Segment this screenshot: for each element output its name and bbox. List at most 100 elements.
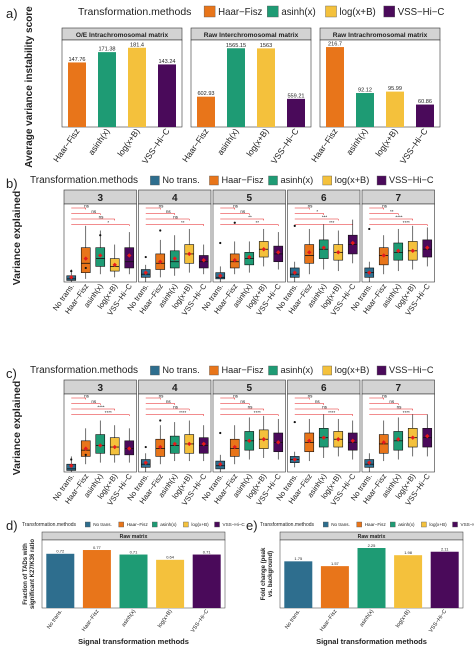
mean-marker (83, 256, 88, 261)
sig-label: ns (322, 404, 328, 409)
facet-title: 7 (395, 193, 401, 204)
sig-label: **** (254, 410, 261, 415)
mean-marker (158, 444, 163, 450)
outlier-point (233, 221, 236, 224)
sig-label: ns (173, 404, 179, 409)
legend-label: No trans. (331, 522, 350, 527)
mean-marker (410, 435, 415, 440)
bar-value-label: 2.25 (368, 543, 377, 548)
x-axis-label: Signal transformation methods (78, 637, 189, 646)
sig-label: **** (97, 404, 104, 409)
outlier-point (293, 420, 296, 424)
x-tick-label: log(x+B) (373, 126, 400, 158)
legend-swatch (183, 521, 189, 528)
mean-marker (292, 270, 297, 275)
mean-marker (98, 253, 103, 258)
sig-label: ns (308, 393, 314, 398)
mean-marker (247, 438, 252, 443)
legend-swatch (209, 365, 219, 376)
facet-title: 5 (246, 383, 252, 394)
sig-label: ** (390, 209, 394, 214)
legend-swatch (325, 5, 337, 18)
sig-label: **** (328, 410, 335, 415)
sig-label: ns (240, 399, 246, 404)
bar-value-label: 1.75 (294, 556, 303, 561)
bar-value-label: 1565.15 (226, 43, 246, 49)
mean-marker (261, 247, 266, 252)
mean-marker (321, 245, 326, 250)
bar-value-label: 147.76 (68, 57, 85, 63)
mean-marker (367, 270, 372, 275)
bar (128, 47, 146, 127)
mean-marker (187, 251, 192, 257)
mean-marker (187, 441, 192, 447)
facet-title: O/E Intrachromosomal matrix (76, 32, 169, 39)
facet-title: 5 (246, 193, 252, 204)
mean-marker (425, 433, 430, 439)
legend-swatch (322, 365, 332, 376)
sig-label: ns (84, 393, 90, 398)
mean-marker (232, 257, 237, 263)
legend-label: VSS−Hi−C (389, 365, 434, 375)
mean-marker (158, 259, 163, 264)
panel-letter: e) (246, 518, 258, 533)
sig-label: **** (403, 410, 410, 415)
sig-label: * (316, 209, 318, 214)
mean-marker (336, 437, 341, 442)
sig-label: **** (403, 220, 410, 225)
x-tick-label: asinh(x) (121, 609, 137, 629)
bar (68, 62, 86, 127)
legend-swatch (203, 5, 216, 18)
facet-title: 4 (172, 383, 178, 394)
bar-value-label: 171.38 (98, 47, 115, 53)
bar (119, 554, 148, 608)
bar (430, 551, 459, 608)
facet-title: Raw Interchromosomal matrix (204, 32, 299, 39)
x-tick-label: asinh(x) (215, 126, 241, 157)
bar (98, 52, 116, 127)
bar (257, 48, 275, 128)
bar-value-label: 143.24 (158, 59, 175, 65)
sig-label: ns (233, 393, 239, 398)
legend-label: log(x+B) (335, 365, 369, 375)
legend-title: Transformation.methods (22, 522, 77, 528)
legend-label: asinh(x) (281, 365, 314, 375)
bar (416, 104, 434, 127)
bar (156, 559, 185, 608)
facet-title: Raw matrix (358, 534, 386, 540)
x-axis-label: Signal transformation methods (316, 637, 427, 646)
legend-label: asinh(x) (160, 522, 177, 527)
x-tick-label: Haar−Fisz (319, 609, 339, 633)
bar-value-label: 1.57 (331, 561, 340, 566)
legend-swatch (267, 5, 279, 18)
x-tick-label: asinh(x) (359, 609, 375, 629)
mean-marker (112, 262, 117, 268)
mean-marker (172, 441, 177, 447)
mean-marker (218, 462, 223, 467)
legend-swatch (209, 175, 219, 186)
x-tick-label: No trans. (284, 608, 302, 630)
sig-label: ns (91, 399, 97, 404)
facet-title: 6 (321, 193, 327, 204)
y-axis-label: Variance explained (11, 191, 23, 286)
bar (284, 561, 313, 608)
sig-label: ** (248, 214, 252, 219)
legend-title: Transformation.methods (30, 175, 138, 186)
mean-marker (112, 444, 117, 450)
mean-marker (247, 254, 252, 260)
box (124, 247, 135, 269)
x-tick-label: log(x+B) (157, 609, 174, 629)
bar (227, 48, 245, 127)
outlier-point (70, 458, 73, 461)
legend-label: VSS−Hi−C (398, 7, 445, 18)
outlier-point (144, 255, 147, 259)
sig-label: ns (389, 399, 395, 404)
sig-label: ns (159, 393, 165, 398)
legend-label: Haar−Fisz (218, 7, 262, 18)
bar-value-label: 0.77 (93, 545, 102, 550)
legend-label: No trans. (162, 365, 199, 375)
mean-marker (396, 437, 401, 442)
mean-marker (261, 437, 266, 442)
outlier-point (144, 445, 147, 449)
legend-title: Transformation.methods (78, 6, 191, 18)
